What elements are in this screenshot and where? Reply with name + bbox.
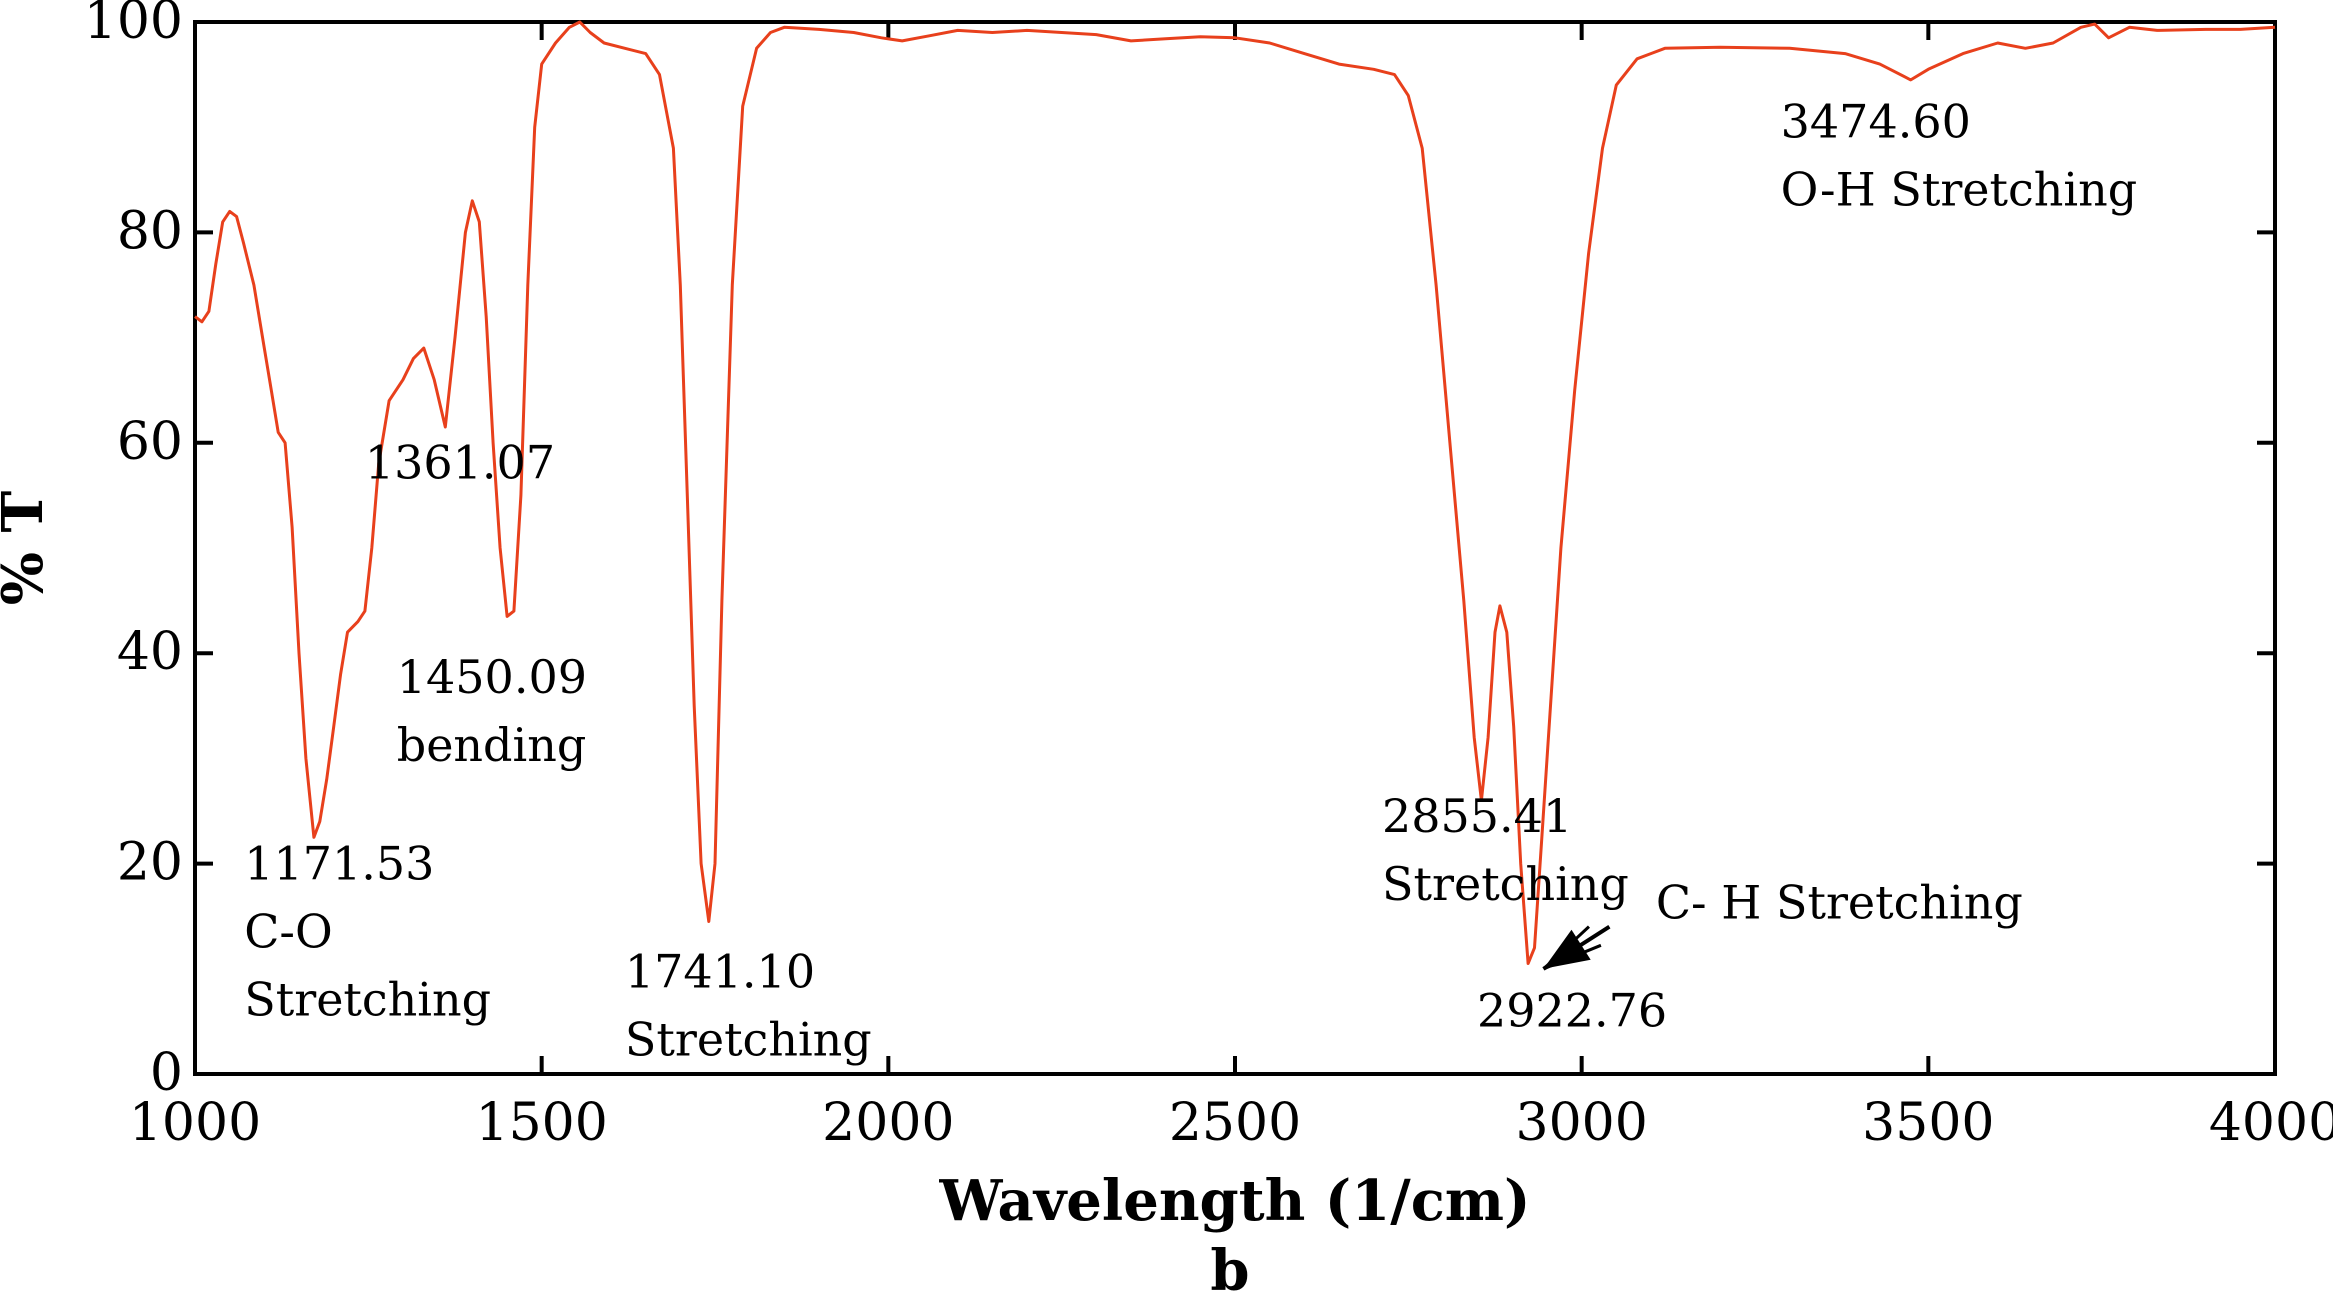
arrow-fletch: [1542, 943, 1602, 971]
peak-annotation: O-H Stretching: [1781, 163, 2138, 217]
peak-annotation: 2922.76: [1477, 984, 1667, 1038]
y-tick-label: 40: [117, 622, 183, 682]
peak-annotation: 1361.07: [365, 436, 555, 490]
peak-annotation: 3474.60: [1781, 95, 1971, 149]
peak-annotation: 1171.53: [244, 836, 434, 890]
peak-annotation: C- H Stretching: [1656, 875, 2023, 929]
x-tick-label: 3500: [1862, 1093, 1994, 1153]
x-tick-label: 1500: [475, 1093, 607, 1153]
x-tick-label: 2500: [1169, 1093, 1301, 1153]
x-tick-label: 1000: [129, 1093, 261, 1153]
peak-annotation: Stretching: [625, 1013, 872, 1067]
annotation-arrow: [1542, 925, 1611, 971]
y-tick-label: 60: [117, 412, 183, 472]
peak-annotation: C-O: [244, 904, 332, 958]
x-axis-title: Wavelength (1/cm): [938, 1168, 1530, 1234]
axis-ticks: [193, 20, 2277, 1076]
peak-annotation: 1450.09: [397, 650, 587, 704]
x-tick-label: 4000: [2209, 1093, 2333, 1153]
peak-annotation: Stretching: [1382, 857, 1629, 911]
panel-label: b: [1210, 1238, 1249, 1299]
tick-labels: 1000 1500 2000 2500 3000 3500 4000 0 20 40 60 80 100: [84, 0, 2333, 1153]
series-line: [194, 20, 2276, 965]
x-tick-label: 3000: [1515, 1093, 1647, 1153]
y-tick-label: 0: [150, 1043, 183, 1103]
peak-annotation: Stretching: [244, 972, 491, 1026]
peak-annotation: bending: [397, 718, 587, 772]
x-tick-label: 2000: [822, 1093, 954, 1153]
y-tick-label: 100: [84, 0, 183, 51]
peak-annotation: 2855.41: [1382, 789, 1572, 843]
y-tick-label: 80: [117, 201, 183, 261]
arrow-fletch: [1542, 925, 1590, 970]
y-axis-title: % T: [0, 490, 56, 605]
y-tick-label: 20: [117, 833, 183, 893]
peak-annotation: 1741.10: [625, 945, 815, 999]
peak-annotations: 1171.53 C-O Stretching 1361.07 1450.09 bendin…: [244, 95, 2137, 1067]
